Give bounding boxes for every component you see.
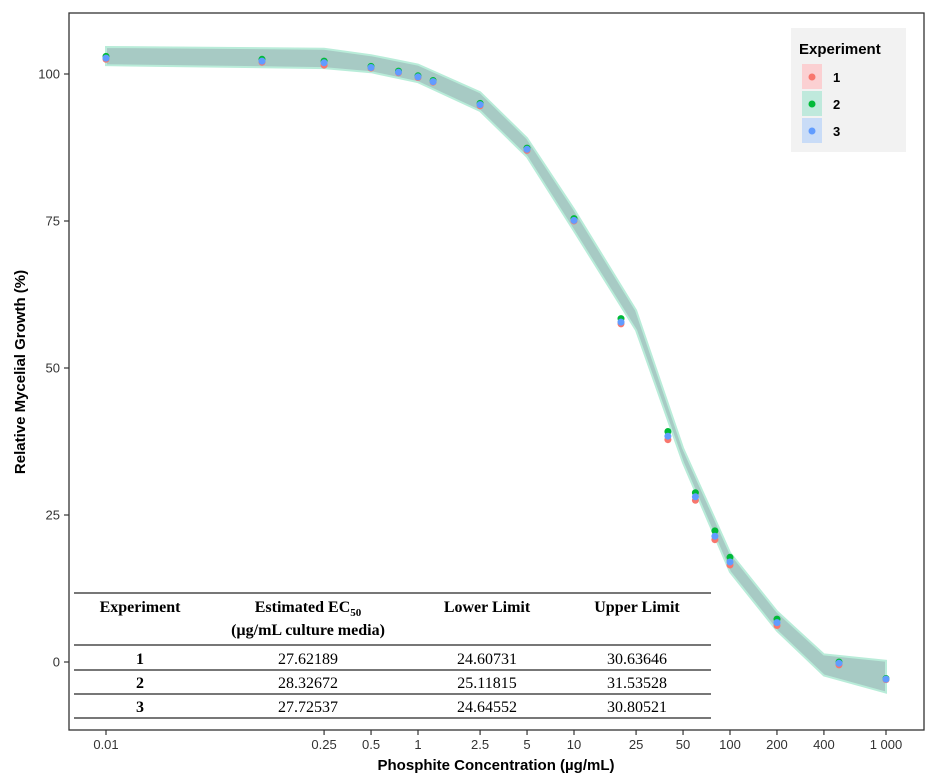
point-exp3-8 (523, 145, 531, 153)
table-header-experiment: Experiment (100, 599, 182, 616)
x-tick-label-2: 0.5 (362, 737, 380, 752)
point-exp3-7 (476, 101, 484, 109)
x-tick-label-10: 200 (766, 737, 788, 752)
point-exp2-13 (711, 527, 719, 535)
table-row-1-upper: 30.63646 (607, 651, 667, 668)
data-points (102, 52, 890, 684)
y-tick-label-2: 50 (46, 361, 60, 376)
x-tick-label-9: 100 (719, 737, 741, 752)
x-tick-label-5: 5 (523, 737, 530, 752)
point-exp3-16 (835, 659, 843, 667)
y-tick-label-3: 75 (46, 214, 60, 229)
x-tick-label-6: 10 (567, 737, 581, 752)
plot-panel (68, 12, 925, 731)
y-tick-label-1: 25 (46, 508, 60, 523)
point-exp3-9 (570, 216, 578, 224)
table-header-ec50: Estimated EC50 (255, 599, 362, 619)
point-exp3-0 (102, 54, 110, 62)
table-row-3-upper: 30.80521 (607, 699, 667, 716)
x-axis: 0.01 0.25 0.5 1 2.5 5 10 25 50 100 200 400 1 000 (93, 730, 902, 752)
ec50-subscript: 50 (350, 607, 362, 619)
point-exp3-17 (882, 675, 890, 683)
x-tick-label-12: 1 000 (870, 737, 903, 752)
confidence-band (105, 45, 887, 694)
table-header-lower: Lower Limit (444, 599, 531, 616)
table-row-3-experiment: 3 (136, 699, 144, 716)
point-exp3-13 (711, 532, 719, 540)
legend-label-2: 2 (833, 97, 840, 112)
table-row-2-ec50: 28.32672 (278, 675, 338, 692)
table-row-1-experiment: 1 (136, 651, 144, 668)
legend-title: Experiment (799, 41, 881, 58)
ec50-label: Estimated EC (255, 599, 351, 616)
x-tick-label-8: 50 (676, 737, 690, 752)
table-row-2-upper: 31.53528 (607, 675, 667, 692)
point-exp3-15 (773, 619, 781, 627)
table-row-3-lower: 24.64552 (457, 699, 517, 716)
legend-label-1: 1 (833, 70, 840, 85)
point-exp3-6 (429, 78, 437, 86)
x-tick-label-4: 2.5 (471, 737, 489, 752)
point-exp3-10 (617, 318, 625, 326)
point-exp3-1 (258, 57, 266, 65)
legend-swatch-3 (808, 127, 816, 135)
y-axis-title: Relative Mycelial Growth (%) (12, 270, 29, 474)
point-exp3-2 (320, 59, 328, 67)
legend-swatch-2 (808, 100, 816, 108)
point-exp3-12 (691, 493, 699, 501)
x-axis-title: Phosphite Concentration (µg/mL) (378, 757, 615, 774)
x-tick-label-1: 0.25 (311, 737, 336, 752)
point-exp3-3 (367, 64, 375, 71)
ec50-table: Experiment Estimated EC50 (µg/mL culture… (74, 592, 711, 719)
table-header-ec50-units: (µg/mL culture media) (231, 622, 385, 639)
y-axis: 0 25 50 75 100 (38, 67, 69, 670)
legend-label-3: 3 (833, 124, 840, 139)
table-row-1-ec50: 27.62189 (278, 651, 338, 668)
table-header-upper: Upper Limit (594, 599, 680, 616)
point-exp3-4 (395, 68, 402, 76)
x-tick-label-11: 400 (813, 737, 835, 752)
point-exp3-5 (414, 73, 422, 81)
legend: Experiment 1 2 3 (791, 28, 906, 152)
table-row-1-lower: 24.60731 (457, 651, 517, 668)
y-tick-label-0: 0 (53, 655, 60, 670)
point-exp3-14 (726, 558, 734, 566)
point-exp3-11 (664, 432, 672, 440)
table-row-2-experiment: 2 (136, 675, 144, 692)
table-row-2-lower: 25.11815 (457, 675, 516, 692)
x-tick-label-0: 0.01 (93, 737, 118, 752)
x-tick-label-3: 1 (414, 737, 421, 752)
y-tick-label-4: 100 (38, 67, 60, 82)
x-tick-label-7: 25 (629, 737, 643, 752)
table-row-3-ec50: 27.72537 (278, 699, 338, 716)
legend-swatch-1 (808, 73, 816, 81)
